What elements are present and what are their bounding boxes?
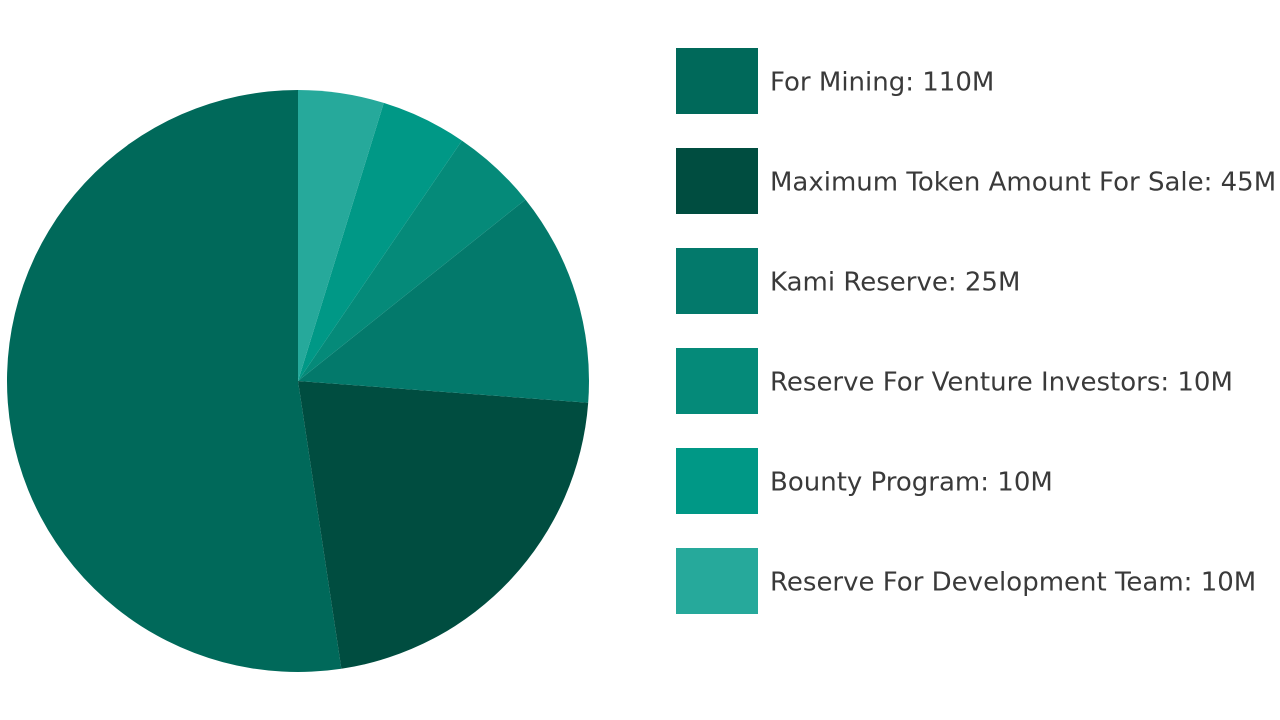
legend-label: Bounty Program: 10M: [770, 468, 1053, 498]
pie-slice: [298, 140, 526, 381]
pie-slice: [298, 199, 589, 403]
legend-swatch: [676, 448, 758, 514]
legend-label: Reserve For Venture Investors: 10M: [770, 368, 1233, 398]
legend-swatch: [676, 148, 758, 214]
legend-label: Maximum Token Amount For Sale: 45M: [770, 168, 1276, 198]
pie-slice: [6, 90, 342, 673]
pie-slice: [298, 381, 589, 669]
legend-swatch: [676, 248, 758, 314]
legend-swatch: [676, 548, 758, 614]
legend-label: Reserve For Development Team: 10M: [770, 568, 1256, 598]
legend-swatch: [676, 348, 758, 414]
pie-slice: [298, 90, 384, 381]
legend-swatch: [676, 48, 758, 114]
legend-label: For Mining: 110M: [770, 68, 994, 98]
legend-label: Kami Reserve: 25M: [770, 268, 1020, 298]
pie-slice: [298, 102, 462, 381]
